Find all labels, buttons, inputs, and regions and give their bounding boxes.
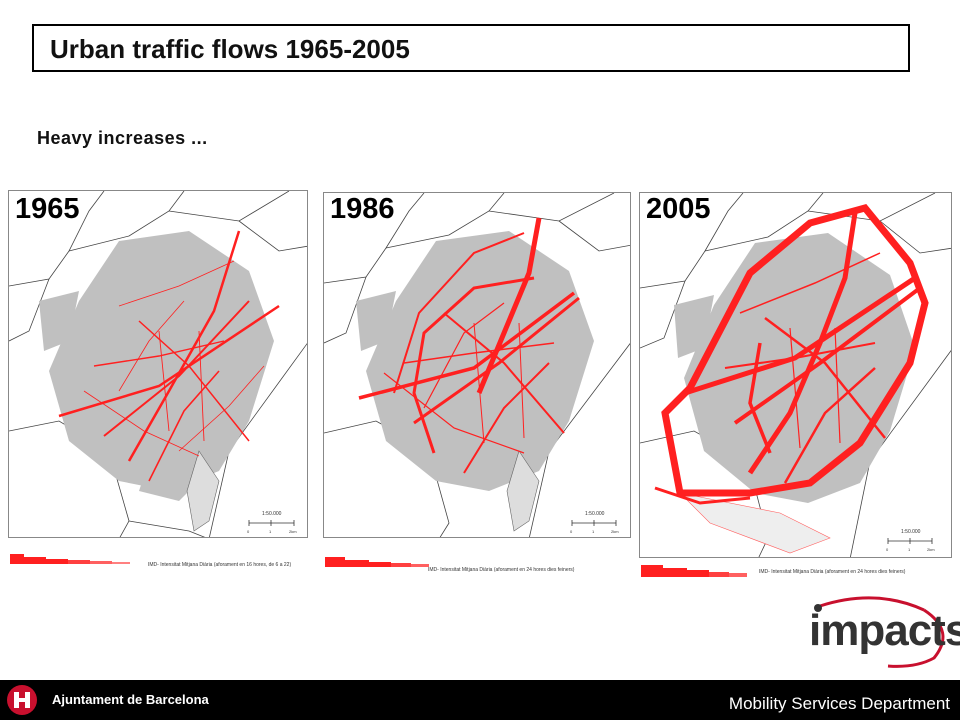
scale-tick: 1: [269, 529, 272, 534]
map-panel-1986: 1:50.000 0 1 2km 1986: [323, 192, 631, 538]
scale-tick: 0: [886, 547, 889, 552]
legend-1986: IMD- Intensitat Mitjana Diària (aforamen…: [323, 555, 631, 577]
scale-label: 1:50.000: [585, 511, 605, 517]
year-label-1965: 1965: [15, 193, 80, 225]
scale-label: 1:50.000: [901, 529, 921, 535]
map-1986: 1:50.000 0 1 2km: [324, 193, 630, 537]
map-panel-1965: 1:50.000 0 1 2km 1965: [8, 190, 308, 538]
legend-caption: IMD- Intensitat Mitjana Diària (aforamen…: [148, 562, 292, 568]
map-2005: 1:50.000 0 1 2km: [640, 193, 951, 557]
year-label-2005: 2005: [646, 193, 711, 225]
scale-tick: 1: [592, 529, 595, 534]
legend-2005: IMD- Intensitat Mitjana Diària (aforamen…: [639, 563, 952, 585]
year-label-1986: 1986: [330, 193, 395, 225]
port-area: [679, 492, 831, 554]
urban-fabric: [674, 233, 915, 503]
urban-fabric: [39, 231, 274, 501]
urban-fabric: [356, 231, 594, 491]
subtitle: Heavy increases ...: [37, 128, 208, 148]
scale-tick: 1: [908, 547, 911, 552]
scale-label: 1:50.000: [262, 511, 282, 517]
title-box: Urban traffic flows 1965-2005: [32, 24, 910, 72]
legend-caption: IMD- Intensitat Mitjana Diària (aforamen…: [759, 569, 906, 575]
page-title: Urban traffic flows 1965-2005: [50, 34, 410, 64]
legend-bars: [10, 554, 130, 564]
scale-tick: 0: [247, 529, 250, 534]
scale-tick: 2km: [289, 529, 297, 534]
logo-text: impacts: [809, 606, 960, 655]
scale-bar: [571, 520, 617, 526]
map-panel-2005: 1:50.000 0 1 2km 2005: [639, 192, 952, 558]
scale-bar: [248, 520, 295, 526]
map-1965: 1:50.000 0 1 2km: [9, 191, 307, 537]
scale-tick: 2km: [927, 547, 935, 552]
traffic-flows: [358, 217, 580, 474]
legend-1965: IMD- Intensitat Mitjana Diària (aforamen…: [8, 552, 308, 574]
scale-tick: 0: [570, 529, 573, 534]
traffic-flows: [58, 230, 280, 482]
footer-bar: Ajuntament de Barcelona Mobility Service…: [0, 680, 960, 720]
legend-caption: IMD- Intensitat Mitjana Diària (aforamen…: [428, 567, 575, 573]
port-area: [506, 450, 540, 532]
department-name: Mobility Services Department: [728, 694, 950, 713]
organization-name: Ajuntament de Barcelona: [52, 692, 209, 707]
legend-bars: [325, 557, 429, 567]
barcelona-emblem-icon: [7, 685, 37, 715]
port-area: [186, 450, 220, 532]
impacts-logo: impacts: [806, 596, 960, 668]
logo-arc-icon: [814, 596, 945, 668]
scale-tick: 2km: [611, 529, 619, 534]
scale-bar: [887, 538, 933, 544]
traffic-flows: [654, 204, 929, 505]
legend-bars: [641, 565, 747, 577]
